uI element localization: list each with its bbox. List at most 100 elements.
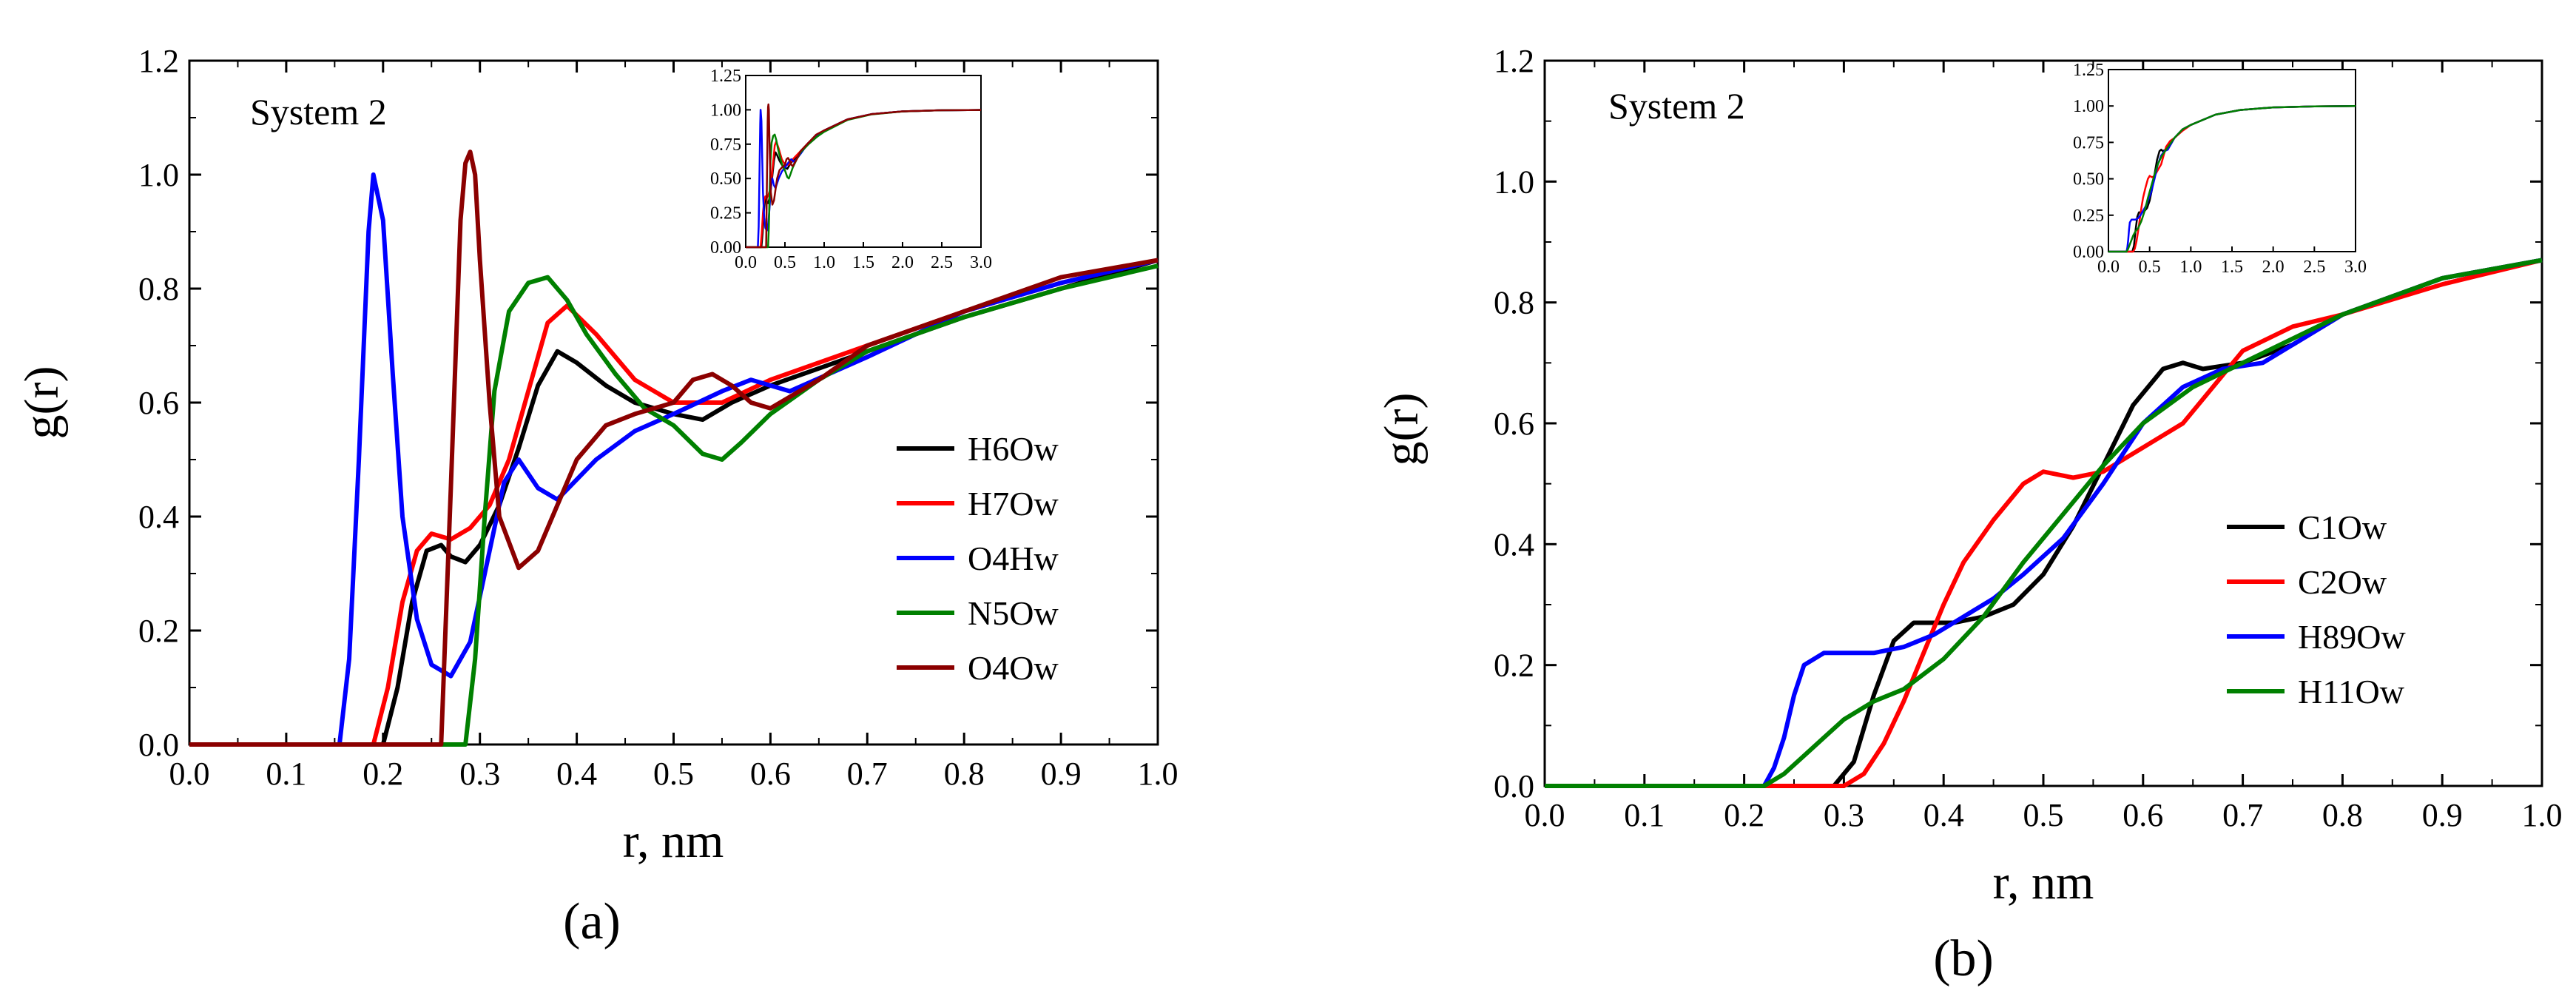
inset-x-ticks-b: 0.0 0.5 1.0 1.5 2.0 2.5 3.0 <box>2097 246 2367 277</box>
inset-y-tick-label: 0.00 <box>710 238 741 258</box>
legend-label: H7Ow <box>968 485 1059 522</box>
inset-y-ticks-b: 0.00 0.25 0.50 0.75 1.00 1.25 <box>2073 61 2114 262</box>
inset-frame-b <box>2108 69 2356 252</box>
y-tick-label: 1.0 <box>138 157 179 193</box>
inset-x-tick-label: 1.5 <box>2221 258 2243 277</box>
inset-lines-a <box>746 103 982 249</box>
inset-y-tick-label: 0.75 <box>710 135 741 155</box>
inset-x-tick-label: 3.0 <box>2344 258 2367 277</box>
y-axis-label-a: g(r) <box>15 366 69 440</box>
inset-x-tick-label: 2.5 <box>2303 258 2325 277</box>
x-tick-label: 0.8 <box>2322 797 2363 833</box>
y-tick-label: 0.8 <box>1494 285 1534 321</box>
series-line-o4ow <box>189 149 1159 747</box>
inset-y-tick-label: 1.00 <box>2073 97 2104 116</box>
y-tick-label: 1.2 <box>1494 43 1534 79</box>
inset-y-tick-label: 0.25 <box>2073 206 2104 226</box>
legend-label: C1Ow <box>2298 508 2387 546</box>
y-tick-label: 0.8 <box>138 271 179 307</box>
x-tick-label: 0.3 <box>1824 797 1864 833</box>
y-axis-label-b: g(r) <box>1375 393 1429 466</box>
y-tick-label: 0.0 <box>1494 768 1534 804</box>
x-tick-label: 0.6 <box>2122 797 2163 833</box>
x-tick-label: 0.6 <box>750 756 791 792</box>
series-line-h6ow <box>189 258 1159 747</box>
legend-b: C1Ow C2Ow H89Ow H11Ow <box>2227 508 2406 710</box>
y-tick-label: 0.4 <box>1494 526 1534 562</box>
chart-panel-a: 0.0 0.2 0.4 0.6 0.8 1.0 1.2 0.0 0.1 0.2 0.3 0.4 0.5… <box>15 43 1179 950</box>
series-line-o4hw <box>189 172 1159 747</box>
x-tick-label: 0.2 <box>1724 797 1764 833</box>
x-tick-label: 0.4 <box>1923 797 1964 833</box>
x-tick-label: 0.4 <box>556 756 597 792</box>
x-tick-label: 0.5 <box>653 756 694 792</box>
inset-y-tick-label: 0.25 <box>710 204 741 223</box>
legend-label: H6Ow <box>968 430 1059 468</box>
inset-line-o4ow <box>746 103 982 249</box>
inset-x-tick-label: 2.0 <box>2262 258 2285 277</box>
x-tick-label: 0.9 <box>2422 797 2463 833</box>
y-axis-ticks-a: 0.0 0.2 0.4 0.6 0.8 1.0 1.2 <box>138 43 1158 763</box>
y-tick-label: 0.0 <box>138 727 179 763</box>
x-tick-label: 0.5 <box>2023 797 2064 833</box>
x-tick-label: 0.7 <box>2222 797 2263 833</box>
annotation-a: System 2 <box>250 91 387 132</box>
y-tick-label: 0.6 <box>1494 406 1534 442</box>
x-tick-label: 0.1 <box>266 756 306 792</box>
inset-x-tick-label: 1.0 <box>813 253 835 272</box>
series-lines-a <box>189 149 1159 747</box>
inset-y-tick-label: 1.00 <box>710 101 741 120</box>
inset-frame-a <box>745 75 982 248</box>
legend-label: C2Ow <box>2298 563 2387 601</box>
panel-label-b: (b) <box>1933 930 1994 987</box>
x-tick-label: 1.0 <box>2522 797 2563 833</box>
x-tick-label: 0.9 <box>1041 756 1082 792</box>
y-tick-label: 0.2 <box>1494 648 1534 684</box>
annotation-b: System 2 <box>1608 85 1745 127</box>
x-tick-label: 1.0 <box>1138 756 1179 792</box>
y-tick-label: 1.2 <box>138 43 179 79</box>
inset-y-tick-label: 1.25 <box>710 67 741 86</box>
inset-y-ticks-a: 0.00 0.25 0.50 0.75 1.00 1.25 <box>710 67 751 258</box>
y-tick-label: 0.2 <box>138 613 179 649</box>
inset-x-tick-label: 2.5 <box>931 253 953 272</box>
legend-label: H11Ow <box>2298 673 2405 710</box>
inset-x-tick-label: 1.0 <box>2179 258 2202 277</box>
inset-lines-b <box>2108 105 2356 253</box>
inset-x-tick-label: 0.0 <box>735 253 757 272</box>
legend-label: N5Ow <box>968 594 1059 632</box>
legend-label: O4Hw <box>968 540 1059 577</box>
x-tick-label: 0.7 <box>847 756 888 792</box>
x-tick-label: 0.0 <box>169 756 210 792</box>
inset-x-tick-label: 3.0 <box>970 253 992 272</box>
inset-x-tick-label: 0.5 <box>2139 258 2161 277</box>
x-axis-ticks-a: 0.0 0.1 0.2 0.3 0.4 0.5 0.6 0.7 0.8 0.9 1.0 <box>169 61 1179 792</box>
inset-x-tick-label: 2.0 <box>891 253 914 272</box>
panel-label-a: (a) <box>563 893 621 950</box>
inset-y-tick-label: 0.00 <box>2073 243 2104 262</box>
series-line-c2ow <box>1545 258 2543 788</box>
inset-plot-a: 0.00 0.25 0.50 0.75 1.00 1.25 0.0 0.5 1.0 1.5 2.0… <box>710 67 992 272</box>
inset-y-tick-label: 1.25 <box>2073 61 2104 80</box>
series-line-n5ow <box>189 263 1159 747</box>
x-tick-label: 0.3 <box>459 756 500 792</box>
inset-y-tick-label: 0.75 <box>2073 133 2104 152</box>
x-tick-label: 0.8 <box>944 756 985 792</box>
inset-x-tick-label: 0.0 <box>2097 258 2120 277</box>
inset-x-tick-label: 0.5 <box>774 253 796 272</box>
x-axis-ticks-b: 0.0 0.1 0.2 0.3 0.4 0.5 0.6 0.7 0.8 0.9 1.0 <box>1525 61 2563 833</box>
inset-x-tick-label: 1.5 <box>852 253 874 272</box>
inset-y-tick-label: 0.50 <box>710 169 741 189</box>
y-tick-label: 1.0 <box>1494 164 1534 200</box>
legend-label: O4Ow <box>968 649 1059 687</box>
series-lines-b <box>1545 258 2543 788</box>
x-axis-label-a: r, nm <box>623 814 724 868</box>
y-axis-ticks-b: 0.0 0.2 0.4 0.6 0.8 1.0 1.2 <box>1494 43 2542 804</box>
x-tick-label: 0.0 <box>1525 797 1565 833</box>
y-tick-label: 0.6 <box>138 385 179 421</box>
legend-label: H89Ow <box>2298 618 2406 656</box>
inset-line-h11ow <box>2108 105 2356 253</box>
x-tick-label: 0.2 <box>363 756 403 792</box>
inset-x-ticks-a: 0.0 0.5 1.0 1.5 2.0 2.5 3.0 <box>735 242 992 272</box>
